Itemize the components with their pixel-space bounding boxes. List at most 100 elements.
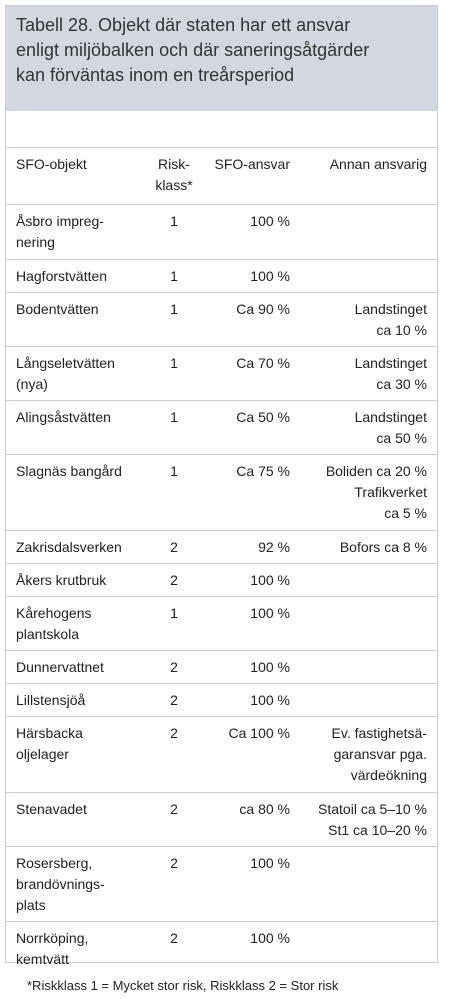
cell-other-line: Bofors ca 8 %: [339, 539, 427, 555]
cell-risk-value: 2: [170, 692, 178, 708]
cell-object-line: (nya): [16, 376, 48, 392]
cell-risk-value: 2: [170, 855, 178, 871]
cell-other: [298, 650, 437, 684]
cell-sfo: 100 %: [204, 650, 298, 684]
cell-risk-value: 1: [170, 605, 178, 621]
cell-sfo: ca 80 %: [204, 792, 298, 847]
cell-sfo-value: 100 %: [250, 605, 290, 621]
cell-risk-value: 2: [170, 572, 178, 588]
cell-other: Ev. fastighetsä-garansvar pga. värdeöknin…: [298, 716, 437, 793]
header-sfo: SFO-ansvar: [204, 147, 298, 205]
table-row: Åsbro impreg-nering 1 100 %: [6, 204, 437, 260]
cell-other-line: garansvar pga.: [333, 746, 427, 762]
cell-risk: 2: [144, 563, 204, 597]
cell-sfo: 100 %: [204, 846, 298, 922]
cell-risk: 1: [144, 454, 204, 531]
cell-sfo: 100 %: [204, 596, 298, 651]
title-line: kan förväntas inom en treårsperiod: [16, 65, 295, 85]
cell-risk-value: 1: [170, 355, 178, 371]
cell-other-line: ca 30 %: [376, 376, 427, 392]
cell-object-line: kemtvätt: [16, 951, 69, 967]
cell-sfo-value: 100 %: [250, 855, 290, 871]
cell-object-line: Lillstensjöå: [16, 692, 86, 708]
cell-risk: 1: [144, 400, 204, 455]
cell-sfo-value: Ca 50 %: [236, 409, 290, 425]
table-row: Stenavadet 2 ca 80 % Statoil ca 5–10 % St1 c…: [6, 792, 437, 847]
cell-object: Hagforstvätten: [6, 259, 144, 293]
cell-other: Landstinget ca 30 %: [298, 346, 437, 401]
cell-object-line: Långseletvätten: [16, 355, 115, 371]
cell-object: Norrköping, kemtvätt: [6, 922, 144, 976]
cell-risk: 2: [144, 650, 204, 684]
cell-other-line: Boliden ca 20 %: [325, 463, 427, 479]
cell-object-line: Bodentvätten: [16, 301, 99, 317]
header-row: SFO-objekt Risk-klass* SFO-ansvar Annan …: [6, 147, 437, 205]
table-row: Slagnäs bangård 1 Ca 75 % Boliden ca 20 % Tr…: [6, 454, 437, 531]
cell-risk: 1: [144, 204, 204, 260]
cell-other-line: värdeökning: [350, 767, 427, 783]
cell-object: Stenavadet: [6, 792, 144, 847]
table-row: Zakrisdalsverken 2 92 % Bofors ca 8 %: [6, 530, 437, 564]
cell-risk: 2: [144, 792, 204, 847]
cell-other-line: Ev. fastighetsä-: [331, 725, 427, 741]
cell-object: Härsbacka oljelager: [6, 716, 144, 793]
cell-object: Bodentvätten: [6, 292, 144, 347]
cell-other-line: Landstinget: [354, 409, 427, 425]
cell-other: [298, 683, 437, 717]
cell-risk-value: 2: [170, 539, 178, 555]
cell-sfo: 92 %: [204, 530, 298, 564]
cell-sfo: 100 %: [204, 683, 298, 717]
table-row: Långseletvätten (nya) 1 Ca 70 % Landstinget c…: [6, 346, 437, 401]
cell-sfo-value: 92 %: [258, 539, 290, 555]
cell-object: Långseletvätten (nya): [6, 346, 144, 401]
cell-sfo: 100 %: [204, 259, 298, 293]
cell-object: Rosersberg, brandövnings-plats: [6, 846, 144, 922]
header-object: SFO-objekt: [6, 147, 144, 205]
title-line: enligt miljöbalken och där saneringsåtgä…: [16, 40, 370, 60]
cell-risk: 1: [144, 259, 204, 293]
cell-sfo-value: 100 %: [250, 930, 290, 946]
cell-other: Landstinget ca 50 %: [298, 400, 437, 455]
cell-sfo-value: 100 %: [250, 659, 290, 675]
table-body: Åsbro impreg-nering 1 100 % Hagforstvätten 1…: [6, 204, 437, 976]
cell-other: [298, 846, 437, 922]
cell-other-line: Landstinget: [354, 301, 427, 317]
table-row: Alingsåstvätten 1 Ca 50 % Landstinget ca 50 …: [6, 400, 437, 455]
cell-object-line: Stenavadet: [16, 801, 87, 817]
cell-object-line: Alingsåstvätten: [16, 409, 111, 425]
cell-other: [298, 259, 437, 293]
cell-object-line: Kårehogens: [16, 605, 92, 621]
cell-risk: 1: [144, 346, 204, 401]
cell-sfo: 100 %: [204, 563, 298, 597]
cell-sfo: Ca 90 %: [204, 292, 298, 347]
cell-sfo-value: 100 %: [250, 692, 290, 708]
table-row: Hagforstvätten 1 100 %: [6, 259, 437, 293]
cell-object-line: Härsbacka: [16, 725, 83, 741]
cell-risk: 1: [144, 596, 204, 651]
cell-other-line: ca 50 %: [376, 430, 427, 446]
cell-object: Åkers krutbruk: [6, 563, 144, 597]
cell-object: Alingsåstvätten: [6, 400, 144, 455]
cell-risk-value: 1: [170, 268, 178, 284]
cell-object: Lillstensjöå: [6, 683, 144, 717]
cell-risk: 2: [144, 846, 204, 922]
cell-sfo: Ca 100 %: [204, 716, 298, 793]
cell-other: Landstinget ca 10 %: [298, 292, 437, 347]
cell-object: Kårehogens plantskola: [6, 596, 144, 651]
cell-risk-value: 2: [170, 930, 178, 946]
cell-other-line: Landstinget: [354, 355, 427, 371]
cell-object-line: plantskola: [16, 626, 80, 642]
table-box: Tabell 28. Objekt där staten har ett ans…: [5, 5, 438, 967]
cell-risk-value: 1: [170, 463, 178, 479]
cell-risk-value: 1: [170, 301, 178, 317]
cell-sfo: 100 %: [204, 922, 298, 976]
footnote: *Riskklass 1 = Mycket stor risk, Riskkla…: [27, 978, 339, 993]
cell-object-line: Rosersberg,: [16, 855, 93, 871]
cell-sfo: Ca 50 %: [204, 400, 298, 455]
cell-risk-value: 2: [170, 801, 178, 817]
cell-risk-value: 1: [170, 213, 178, 229]
cell-risk: 2: [144, 683, 204, 717]
data-table: SFO-objekt Risk-klass* SFO-ansvar Annan …: [6, 147, 437, 975]
cell-sfo-value: 100 %: [250, 572, 290, 588]
cell-other: [298, 563, 437, 597]
